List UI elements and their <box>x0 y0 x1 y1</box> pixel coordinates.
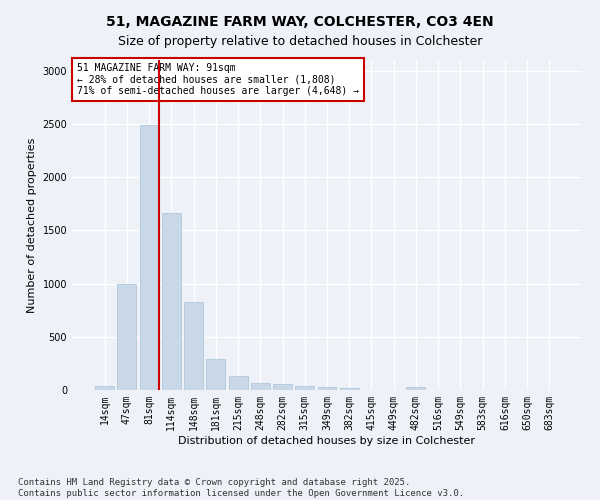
Bar <box>251 383 270 390</box>
Bar <box>184 302 203 390</box>
Bar <box>340 388 359 390</box>
Bar <box>229 376 248 390</box>
X-axis label: Distribution of detached houses by size in Colchester: Distribution of detached houses by size … <box>179 436 476 446</box>
Bar <box>140 125 158 390</box>
Bar <box>273 384 292 390</box>
Bar <box>118 284 136 390</box>
Bar <box>406 387 425 390</box>
Bar <box>95 386 114 390</box>
Bar <box>317 387 337 390</box>
Bar <box>206 359 225 390</box>
Bar <box>162 214 181 390</box>
Text: Size of property relative to detached houses in Colchester: Size of property relative to detached ho… <box>118 35 482 48</box>
Text: 51 MAGAZINE FARM WAY: 91sqm
← 28% of detached houses are smaller (1,808)
71% of : 51 MAGAZINE FARM WAY: 91sqm ← 28% of det… <box>77 64 359 96</box>
Bar <box>295 386 314 390</box>
Y-axis label: Number of detached properties: Number of detached properties <box>27 138 37 312</box>
Text: Contains HM Land Registry data © Crown copyright and database right 2025.
Contai: Contains HM Land Registry data © Crown c… <box>18 478 464 498</box>
Text: 51, MAGAZINE FARM WAY, COLCHESTER, CO3 4EN: 51, MAGAZINE FARM WAY, COLCHESTER, CO3 4… <box>106 15 494 29</box>
